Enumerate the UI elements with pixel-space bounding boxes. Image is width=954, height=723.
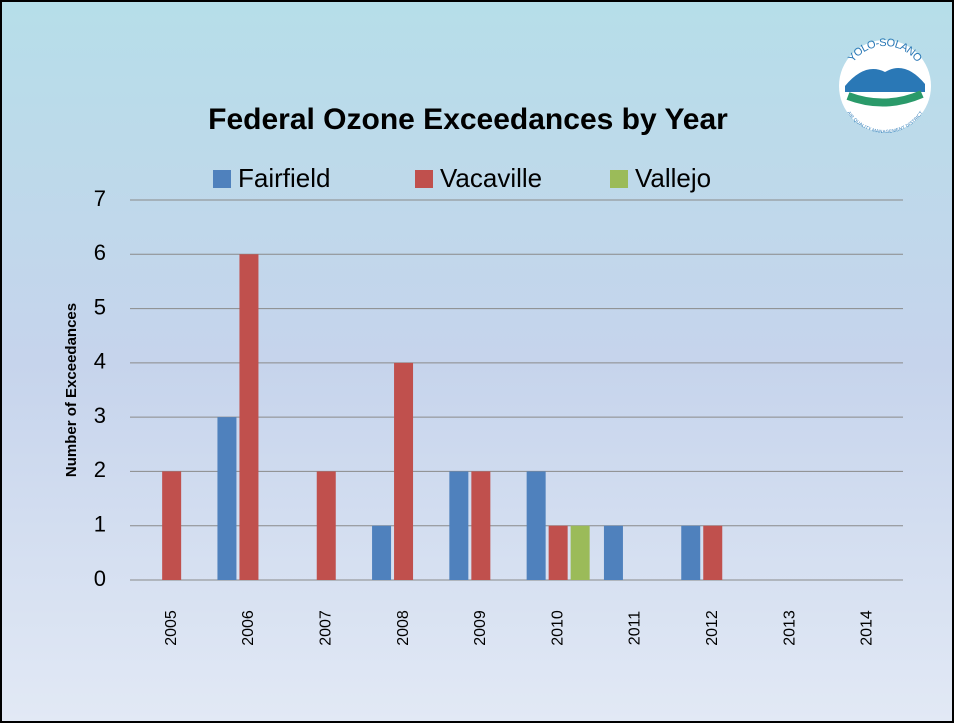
x-tick-label: 2005 bbox=[163, 610, 180, 646]
bar bbox=[526, 471, 546, 580]
chart-title: Federal Ozone Exceedances by Year bbox=[208, 103, 728, 136]
bar bbox=[217, 417, 237, 580]
legend-swatch bbox=[610, 170, 628, 188]
bar bbox=[449, 471, 469, 580]
legend-label: Fairfield bbox=[238, 163, 330, 193]
legend-swatch bbox=[213, 170, 231, 188]
bar bbox=[681, 525, 701, 580]
bar bbox=[394, 362, 414, 580]
y-axis-label: Number of Exceedances bbox=[63, 303, 80, 477]
logo-river bbox=[846, 90, 924, 107]
legend-label: Vacaville bbox=[440, 163, 542, 193]
x-tick-label: 2013 bbox=[781, 610, 798, 646]
y-tick-label: 4 bbox=[94, 349, 106, 374]
y-tick-label: 1 bbox=[94, 512, 106, 537]
x-tick-label: 2010 bbox=[549, 610, 566, 646]
x-tick-label: 2007 bbox=[317, 610, 334, 646]
y-tick-label: 5 bbox=[94, 294, 106, 319]
x-tick-label: 2008 bbox=[395, 610, 412, 646]
x-tick-label: 2011 bbox=[627, 611, 644, 646]
y-tick-label: 2 bbox=[94, 457, 106, 482]
bar bbox=[162, 471, 182, 580]
logo-hills bbox=[845, 68, 925, 92]
bar bbox=[239, 254, 259, 581]
x-tick-label: 2006 bbox=[240, 610, 257, 646]
x-tick-label: 2009 bbox=[472, 610, 489, 646]
logo: YOLO-SOLANO AIR QUALITY MANAGEMENT DISTR… bbox=[839, 37, 931, 134]
bar bbox=[603, 525, 623, 580]
y-tick-label: 3 bbox=[94, 403, 106, 428]
bar bbox=[372, 525, 392, 580]
legend-swatch bbox=[415, 170, 433, 188]
bar bbox=[471, 471, 491, 580]
y-tick-label: 6 bbox=[94, 240, 106, 265]
y-tick-label: 0 bbox=[94, 566, 106, 591]
bar bbox=[548, 525, 568, 580]
bar bbox=[316, 471, 336, 580]
legend-label: Vallejo bbox=[635, 163, 711, 193]
bar bbox=[570, 525, 590, 580]
bar bbox=[703, 525, 723, 580]
x-tick-label: 2012 bbox=[704, 610, 721, 646]
y-tick-label: 7 bbox=[94, 186, 106, 211]
x-tick-label: 2014 bbox=[859, 610, 876, 646]
